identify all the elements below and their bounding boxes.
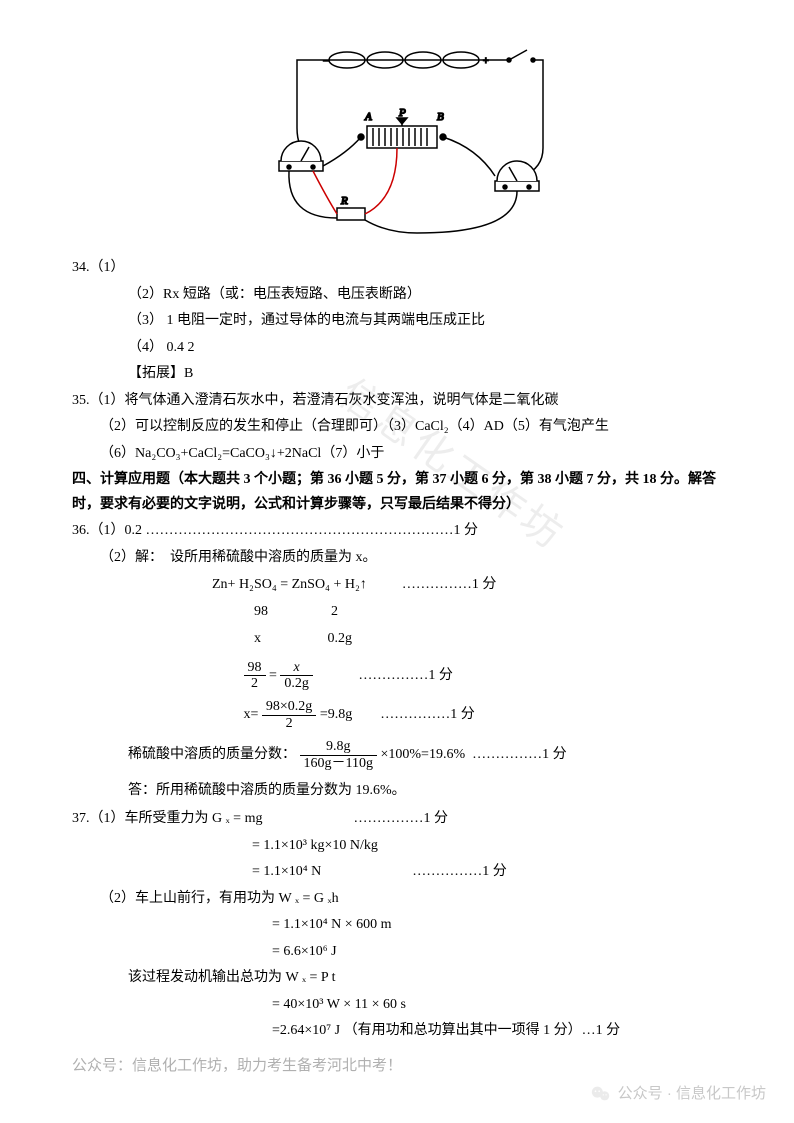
q36-mass-frac: 稀硫酸中溶质的质量分数： 9.8g160g－110g ×100%=19.6% …… xyxy=(72,739,722,771)
q37-p2-l3: = 6.6×10⁶ J xyxy=(72,940,722,965)
q36-answer: 答：所用稀硫酸中溶质的质量分数为 19.6%。 xyxy=(72,779,722,804)
svg-text:P: P xyxy=(398,107,406,119)
svg-text:B: B xyxy=(437,111,444,123)
circuit-diagram: − + xyxy=(237,48,557,248)
svg-text:−: − xyxy=(323,56,329,67)
q34-part2: （2）Rx 短路（或：电压表短路、电压表断路） xyxy=(72,283,722,308)
q35-part2: （2）可以控制反应的发生和停止（合理即可）（3）CaCl₂（4）AD（5）有气泡… xyxy=(72,415,722,440)
q34-part4: （4） 0.4 2 xyxy=(72,336,722,361)
q37-p2-l6: =2.64×10⁷ J （有用功和总功算出其中一项得 1 分）…1 分 xyxy=(72,1019,722,1044)
wechat-badge: 公众号 · 信息化工作坊 xyxy=(590,1081,766,1107)
footer-text: 公众号：信息化工作坊，助力考生备考河北中考！ xyxy=(72,1053,402,1079)
q34-part1: 34.（1） xyxy=(72,256,722,281)
q37-engine: 该过程发动机输出总功为 W ₓ = P t xyxy=(72,966,722,991)
q35-part3: （6）Na₂CO₃+CaCl₂=CaCO₃↓+2NaCl（7）小于 xyxy=(72,442,722,467)
section4-header: 四、计算应用题（本大题共 3 个小题；第 36 小题 5 分，第 37 小题 6… xyxy=(72,468,722,517)
q37-part2: （2）车上山前行，有用功为 W ₓ = G ₓh xyxy=(72,887,722,912)
q37-p1-l2: = 1.1×10³ kg×10 N/kg xyxy=(72,834,722,859)
wechat-icon xyxy=(590,1083,612,1105)
q37-p2-l2: = 1.1×10⁴ N × 600 m xyxy=(72,913,722,938)
svg-text:A: A xyxy=(364,111,372,123)
q34-ext: 【拓展】B xyxy=(72,362,722,387)
q36-equation-block: Zn+ H₂SO₄ = ZnSO₄ + H₂↑ ……………1 分 98 2 x … xyxy=(72,572,722,731)
q34-part3: （3） 1 电阻一定时，通过导体的电流与其两端电压成正比 xyxy=(72,309,722,334)
q36-part1: 36.（1）0.2 …………………………………………………………1 分 xyxy=(72,519,722,544)
svg-text:R: R xyxy=(340,195,348,207)
q36-part2-intro: （2）解： 设所用稀硫酸中溶质的质量为 x。 xyxy=(72,546,722,571)
wechat-label: 公众号 · 信息化工作坊 xyxy=(618,1081,766,1107)
q37-part1: 37.（1）车所受重力为 G ₓ = mg ……………1 分 xyxy=(72,807,722,832)
q37-p2-l5: = 40×10³ W × 11 × 60 s xyxy=(72,993,722,1018)
q35-part1: 35.（1）将气体通入澄清石灰水中，若澄清石灰水变浑浊，说明气体是二氧化碳 xyxy=(72,389,722,414)
svg-text:+: + xyxy=(483,56,489,67)
q37-p1-l3: = 1.1×10⁴ N ……………1 分 xyxy=(72,860,722,885)
